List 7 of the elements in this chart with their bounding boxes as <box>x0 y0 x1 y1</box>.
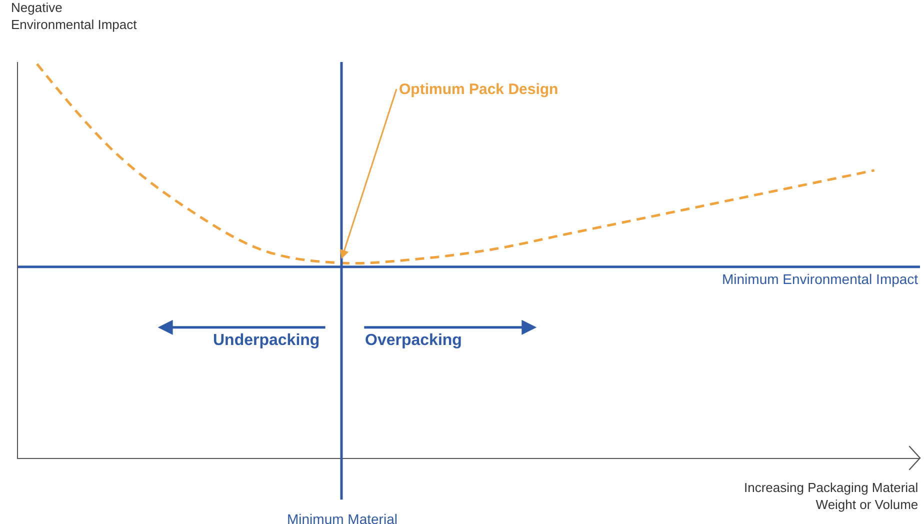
text: Minimum Material <box>287 511 398 524</box>
annotation: Optimum Pack Design <box>399 81 558 98</box>
annotation: Underpacking <box>213 332 320 349</box>
ref-line-label: Minimum Environmental Impact <box>722 271 918 287</box>
annotation: Overpacking <box>365 332 462 349</box>
y-axis-title: Negative Environmental Impact <box>11 0 138 32</box>
x-axis-title: Increasing Packaging Material Weight or Volume <box>744 480 918 512</box>
